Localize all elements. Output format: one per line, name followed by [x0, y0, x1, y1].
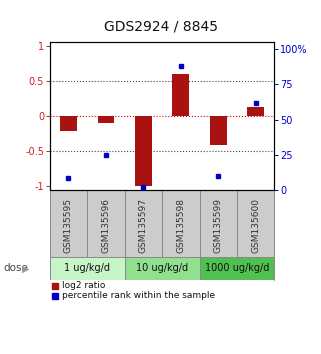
Text: GSM135600: GSM135600	[251, 199, 260, 253]
Bar	[125, 189, 162, 257]
Bar	[200, 257, 274, 280]
Text: GDS2924 / 8845: GDS2924 / 8845	[103, 19, 218, 34]
Bar	[200, 189, 237, 257]
Text: percentile rank within the sample: percentile rank within the sample	[62, 291, 215, 300]
Bar	[237, 189, 274, 257]
Bar	[210, 116, 227, 145]
Bar	[60, 116, 77, 131]
Text: 1000 ug/kg/d: 1000 ug/kg/d	[205, 263, 269, 273]
Text: GSM135595: GSM135595	[64, 199, 73, 253]
Text: GSM135598: GSM135598	[176, 199, 185, 253]
Bar	[87, 189, 125, 257]
Text: GSM135597: GSM135597	[139, 199, 148, 253]
Bar	[247, 107, 264, 116]
Bar	[50, 189, 87, 257]
Bar	[125, 257, 200, 280]
Text: 10 ug/kg/d: 10 ug/kg/d	[136, 263, 188, 273]
Text: 1 ug/kg/d: 1 ug/kg/d	[64, 263, 110, 273]
Bar	[162, 189, 200, 257]
Text: GSM135599: GSM135599	[214, 199, 223, 253]
Bar	[50, 257, 125, 280]
Text: dose: dose	[3, 263, 28, 273]
Text: log2 ratio: log2 ratio	[62, 281, 106, 290]
Bar	[172, 74, 189, 116]
Bar	[98, 116, 114, 123]
Text: ▶: ▶	[22, 263, 29, 273]
Text: GSM135596: GSM135596	[101, 199, 110, 253]
Bar	[135, 116, 152, 186]
